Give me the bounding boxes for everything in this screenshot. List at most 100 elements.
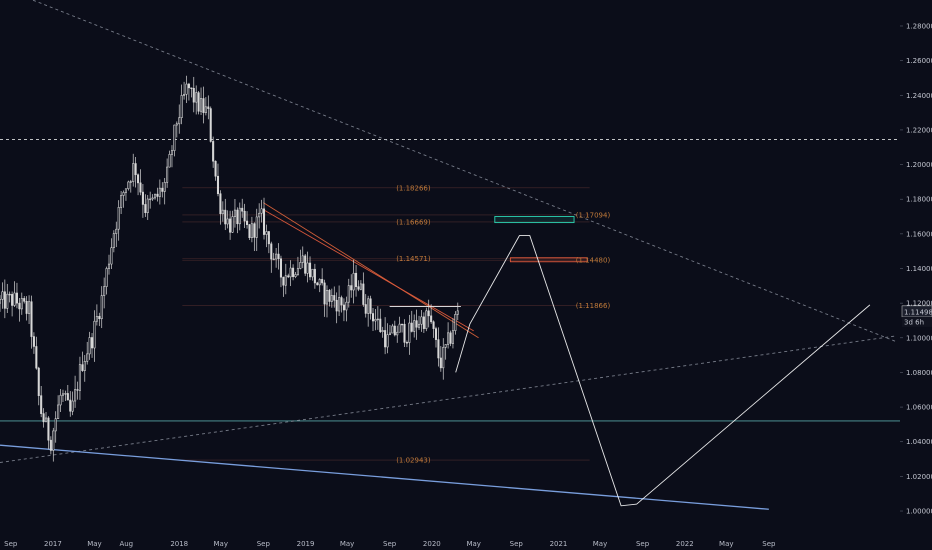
candle-body-29 <box>69 399 72 412</box>
y-tick-label-3: 1.22000 <box>906 126 932 134</box>
candle-body-16 <box>37 367 40 396</box>
candle-body-43 <box>103 286 106 296</box>
candle-body-98 <box>236 209 239 225</box>
candle-body-186 <box>449 332 452 344</box>
candle-body-122 <box>294 274 297 277</box>
candle-body-82 <box>197 92 200 112</box>
candle-body-64 <box>153 193 157 199</box>
candle-body-18 <box>42 413 45 423</box>
candle-body-174 <box>420 316 423 325</box>
candle-body-94 <box>226 218 229 225</box>
y-tick-label-11: 1.06000 <box>906 404 932 412</box>
candle-body-157 <box>379 318 382 332</box>
candle-body-103 <box>248 224 251 239</box>
candle-body-117 <box>282 276 285 286</box>
candle-body-57 <box>137 174 140 184</box>
candle-body-158 <box>381 330 384 332</box>
x-tick-label-8: May <box>340 540 354 548</box>
y-tick-label-10: 1.08000 <box>906 369 932 377</box>
candle-body-167 <box>403 323 406 343</box>
candle-body-140 <box>338 297 341 312</box>
candle-body-90 <box>216 175 220 195</box>
candle-body-170 <box>410 322 413 332</box>
candle-body-34 <box>81 364 84 371</box>
candle-body-3 <box>6 293 9 309</box>
candle-body-181 <box>437 339 440 359</box>
x-tick-label-1: 2017 <box>44 540 62 548</box>
candle-body-145 <box>350 285 353 291</box>
candle-body-17 <box>40 395 43 414</box>
candle-body-66 <box>158 187 161 197</box>
candle-body-78 <box>187 83 190 89</box>
candle-body-139 <box>335 299 338 312</box>
candle-body-19 <box>44 417 48 423</box>
candle-body-67 <box>161 187 164 192</box>
candle-body-135 <box>325 289 329 305</box>
candle-body-106 <box>255 216 258 238</box>
candle-body-180 <box>434 328 438 340</box>
candle-body-24 <box>57 404 60 419</box>
candle-body-20 <box>47 417 50 441</box>
candle-body-25 <box>59 394 62 406</box>
candle-body-128 <box>309 262 312 278</box>
candle-body-79 <box>190 87 193 89</box>
candle-body-163 <box>393 325 396 336</box>
candle-body-31 <box>74 389 77 402</box>
candle-body-143 <box>345 301 348 311</box>
x-tick-label-5: May <box>214 540 228 548</box>
candle-body-161 <box>388 332 391 335</box>
candle-body-92 <box>221 209 224 215</box>
candle-body-160 <box>386 334 389 348</box>
candle-body-55 <box>132 163 135 182</box>
x-tick-label-11: May <box>466 540 480 548</box>
candle-body-123 <box>296 268 299 275</box>
candle-body-108 <box>260 208 263 214</box>
candle-body-53 <box>127 181 130 190</box>
candle-body-96 <box>231 216 234 233</box>
candle-body-178 <box>430 315 433 323</box>
candle-body-138 <box>333 295 336 301</box>
candle-body-10 <box>23 298 26 302</box>
candle-body-130 <box>313 268 316 284</box>
candle-body-125 <box>301 255 304 263</box>
candle-body-84 <box>202 98 205 113</box>
candle-body-152 <box>367 298 370 314</box>
x-tick-label-10: 2020 <box>423 540 441 548</box>
candle-body-166 <box>401 323 404 326</box>
candle-body-114 <box>275 253 278 260</box>
candle-body-74 <box>178 117 181 125</box>
x-tick-label-14: May <box>593 540 607 548</box>
candle-body-41 <box>98 316 101 320</box>
candle-body-146 <box>352 272 355 291</box>
candle-body-46 <box>110 247 113 265</box>
candle-body-156 <box>376 318 379 321</box>
candle-body-62 <box>149 198 152 201</box>
candle-body-75 <box>180 95 183 118</box>
x-tick-label-18: Sep <box>762 540 776 548</box>
y-tick-label-7: 1.14000 <box>906 265 932 273</box>
candle-body-93 <box>224 209 227 225</box>
candle-body-14 <box>32 336 35 347</box>
candle-body-0 <box>0 299 2 304</box>
candle-body-58 <box>139 182 142 193</box>
candle-body-81 <box>195 92 198 103</box>
candle-body-87 <box>209 108 212 142</box>
y-tick-label-13: 1.02000 <box>906 473 932 481</box>
candle-body-61 <box>146 198 149 214</box>
y-tick-label-0: 1.28000 <box>906 22 932 30</box>
candle-body-36 <box>86 353 89 362</box>
candle-body-44 <box>105 268 108 287</box>
zone-2 <box>509 257 588 263</box>
candle-body-188 <box>454 314 457 332</box>
candle-body-148 <box>357 286 360 290</box>
fib-label-2: (1.16669) <box>396 218 431 226</box>
candle-body-11 <box>25 300 28 314</box>
candle-body-171 <box>413 320 416 332</box>
candle-body-97 <box>233 209 236 217</box>
candle-body-179 <box>432 321 435 329</box>
candle-body-111 <box>267 231 270 245</box>
candle-body-120 <box>289 267 292 278</box>
candle-body-165 <box>398 323 401 333</box>
